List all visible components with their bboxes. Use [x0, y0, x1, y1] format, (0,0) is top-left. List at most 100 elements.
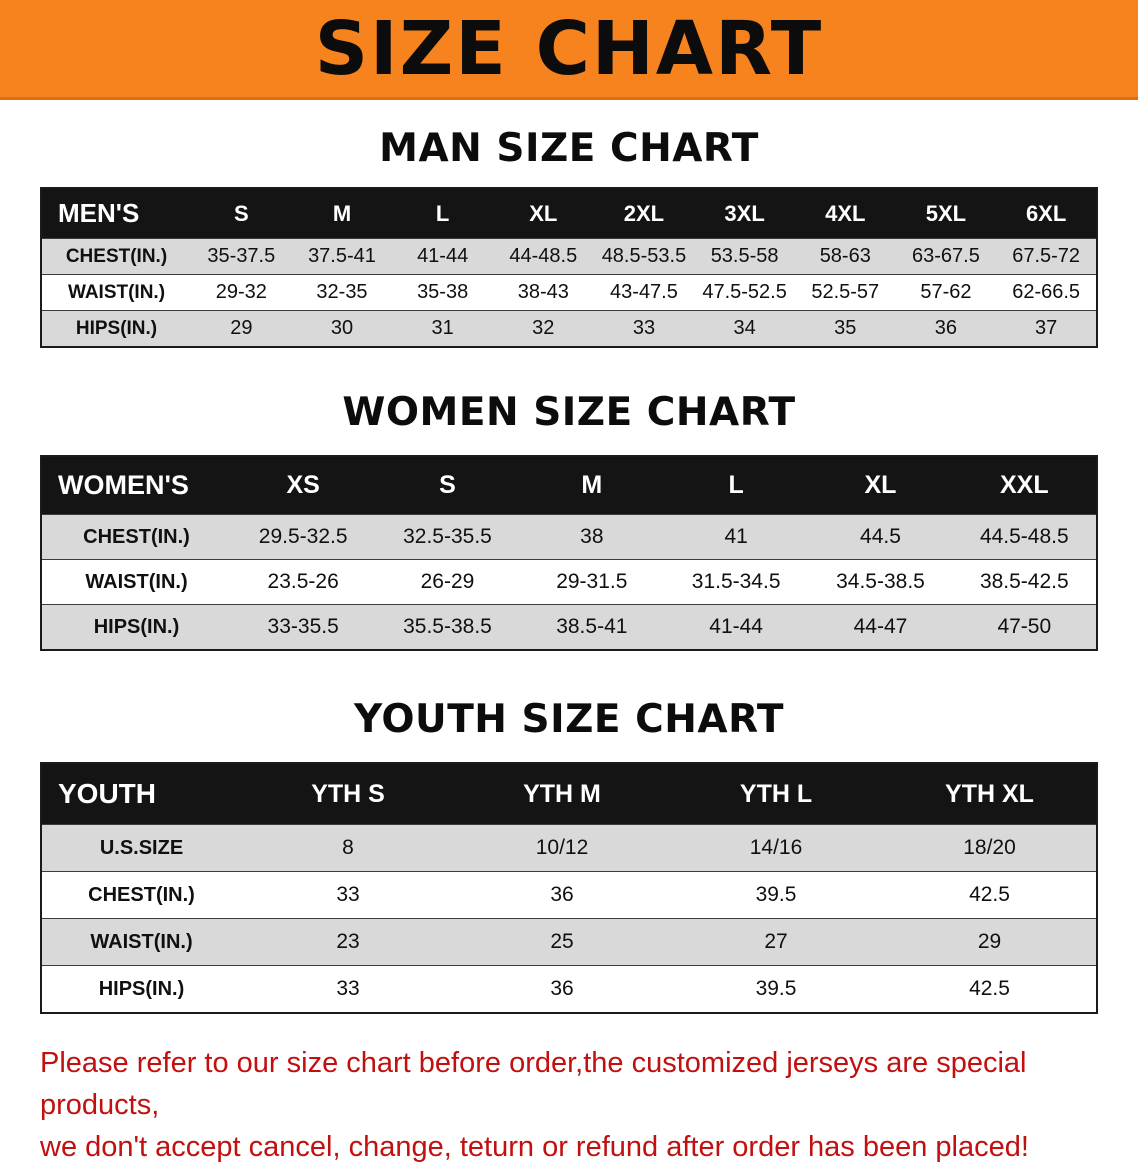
size-column-header: L — [392, 188, 493, 239]
table-header-row: YOUTH YTH S YTH M YTH L YTH XL — [41, 763, 1097, 825]
row-label: U.S.SIZE — [41, 824, 241, 872]
size-column-header: YTH M — [455, 763, 669, 825]
size-value: 33-35.5 — [231, 604, 376, 650]
row-label: HIPS(IN.) — [41, 310, 191, 347]
size-value: 38 — [519, 514, 664, 560]
size-column-header: M — [519, 456, 664, 515]
size-value: 23.5-26 — [231, 559, 376, 605]
table-title: WOMEN'S — [41, 456, 231, 515]
row-label: HIPS(IN.) — [41, 604, 231, 650]
size-value: 27 — [669, 918, 883, 966]
size-value: 26-29 — [375, 559, 520, 605]
size-value: 42.5 — [883, 965, 1097, 1013]
warning-line-1: Please refer to our size chart before or… — [40, 1047, 1027, 1122]
size-value: 57-62 — [895, 274, 997, 311]
size-value: 38.5-42.5 — [952, 559, 1097, 605]
size-value: 29 — [191, 310, 292, 347]
size-value: 43-47.5 — [593, 274, 695, 311]
table-row: CHEST(IN.) 35-37.5 37.5-41 41-44 44-48.5 48.5… — [41, 238, 1097, 275]
size-value: 29-32 — [191, 274, 292, 311]
row-label: WAIST(IN.) — [41, 274, 191, 311]
table-row: HIPS(IN.) 29 30 31 32 33 34 35 36 37 — [41, 310, 1097, 347]
size-column-header: XS — [231, 456, 376, 515]
size-value: 23 — [241, 918, 455, 966]
size-value: 52.5-57 — [794, 274, 896, 311]
size-column-header: M — [291, 188, 393, 239]
table-title: MEN'S — [41, 188, 191, 239]
size-value: 32.5-35.5 — [375, 514, 520, 560]
size-column-header: 6XL — [996, 188, 1097, 239]
size-value: 18/20 — [883, 824, 1097, 872]
table-row: HIPS(IN.) 33 36 39.5 42.5 — [41, 965, 1097, 1013]
size-value: 41-44 — [663, 604, 809, 650]
size-value: 10/12 — [455, 824, 669, 872]
row-label: WAIST(IN.) — [41, 918, 241, 966]
size-value: 35-37.5 — [191, 238, 292, 275]
size-value: 33 — [593, 310, 695, 347]
size-value: 37 — [996, 310, 1097, 347]
size-value: 35.5-38.5 — [375, 604, 520, 650]
table-header-row: WOMEN'S XS S M L XL XXL — [41, 456, 1097, 515]
size-value: 67.5-72 — [996, 238, 1097, 275]
size-value: 29.5-32.5 — [231, 514, 376, 560]
women-section: WOMEN SIZE CHART WOMEN'S XS S M L XL XXL CHEST(… — [0, 390, 1138, 651]
size-value: 29-31.5 — [519, 559, 664, 605]
size-column-header: XL — [808, 456, 953, 515]
size-value: 44.5-48.5 — [952, 514, 1097, 560]
size-value: 41-44 — [392, 238, 493, 275]
row-label: HIPS(IN.) — [41, 965, 241, 1013]
size-value: 48.5-53.5 — [593, 238, 695, 275]
table-row: WAIST(IN.) 23 25 27 29 — [41, 918, 1097, 966]
size-column-header: 2XL — [593, 188, 695, 239]
size-column-header: S — [375, 456, 520, 515]
size-value: 36 — [455, 965, 669, 1013]
size-column-header: YTH L — [669, 763, 883, 825]
size-value: 33 — [241, 965, 455, 1013]
table-row: CHEST(IN.) 33 36 39.5 42.5 — [41, 871, 1097, 919]
size-value: 44-48.5 — [492, 238, 594, 275]
row-label: WAIST(IN.) — [41, 559, 231, 605]
size-column-header: YTH S — [241, 763, 455, 825]
size-value: 44-47 — [808, 604, 953, 650]
men-section: MAN SIZE CHART MEN'S S M L XL 2XL 3XL 4XL 5XL 6XL… — [0, 126, 1138, 348]
table-row: WAIST(IN.) 23.5-26 26-29 29-31.5 31.5-34.5 34… — [41, 559, 1097, 605]
size-value: 41 — [663, 514, 809, 560]
size-column-header: 3XL — [694, 188, 795, 239]
size-value: 14/16 — [669, 824, 883, 872]
youth-section-heading: YOUTH SIZE CHART — [354, 697, 784, 742]
size-value: 58-63 — [794, 238, 896, 275]
warning-text: Please refer to our size chart before or… — [40, 1042, 1098, 1168]
size-value: 29 — [883, 918, 1097, 966]
size-value: 31.5-34.5 — [663, 559, 809, 605]
size-value: 53.5-58 — [694, 238, 795, 275]
women-section-heading: WOMEN SIZE CHART — [342, 390, 796, 435]
size-value: 63-67.5 — [895, 238, 997, 275]
size-value: 47-50 — [952, 604, 1097, 650]
size-value: 44.5 — [808, 514, 953, 560]
women-size-table: WOMEN'S XS S M L XL XXL CHEST(IN.) 29.5-32.5 32.5… — [40, 455, 1098, 651]
table-row: WAIST(IN.) 29-32 32-35 35-38 38-43 43-47.5 47.… — [41, 274, 1097, 311]
size-column-header: 4XL — [794, 188, 896, 239]
table-title: YOUTH — [41, 763, 241, 825]
table-row: CHEST(IN.) 29.5-32.5 32.5-35.5 38 41 44.5 44.5… — [41, 514, 1097, 560]
size-value: 25 — [455, 918, 669, 966]
size-value: 32 — [492, 310, 594, 347]
row-label: CHEST(IN.) — [41, 514, 231, 560]
size-value: 39.5 — [669, 965, 883, 1013]
size-value: 33 — [241, 871, 455, 919]
size-value: 35 — [794, 310, 896, 347]
size-chart-banner: SIZE CHART — [0, 0, 1138, 100]
youth-section: YOUTH SIZE CHART YOUTH YTH S YTH M YTH L YTH… — [0, 697, 1138, 1014]
size-value: 35-38 — [392, 274, 493, 311]
warning-line-2: we don't accept cancel, change, teturn o… — [40, 1131, 1029, 1164]
size-value: 34.5-38.5 — [808, 559, 953, 605]
size-value: 30 — [291, 310, 393, 347]
size-column-header: L — [663, 456, 809, 515]
size-value: 47.5-52.5 — [694, 274, 795, 311]
table-header-row: MEN'S S M L XL 2XL 3XL 4XL 5XL 6XL — [41, 188, 1097, 239]
size-column-header: XXL — [952, 456, 1097, 515]
size-value: 38.5-41 — [519, 604, 664, 650]
men-section-heading: MAN SIZE CHART — [379, 126, 759, 171]
size-value: 38-43 — [492, 274, 594, 311]
size-value: 37.5-41 — [291, 238, 393, 275]
